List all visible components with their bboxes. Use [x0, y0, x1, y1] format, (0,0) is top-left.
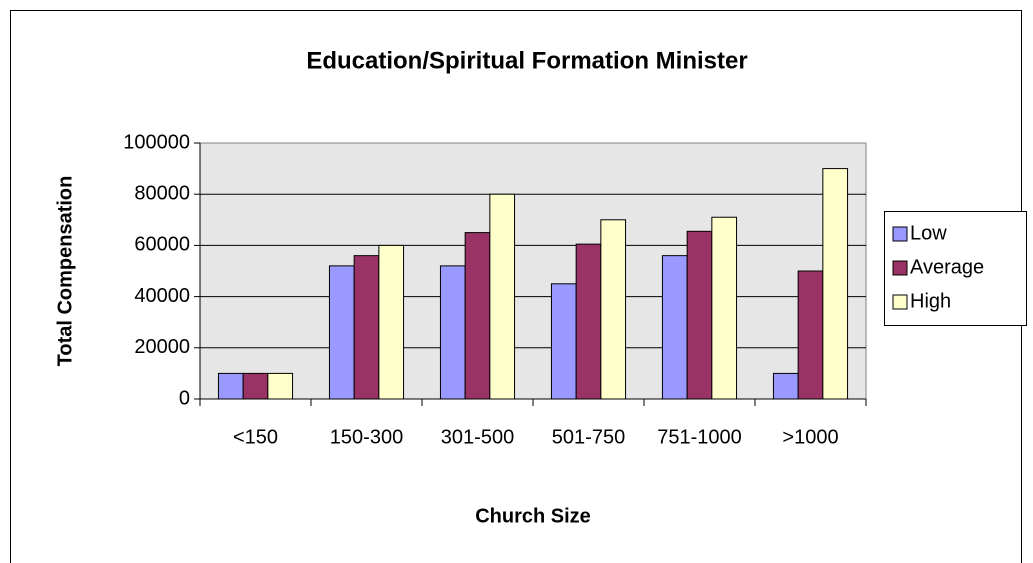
- bar: [686, 230, 713, 400]
- plot-area: [199, 142, 867, 400]
- bar: [378, 244, 405, 400]
- bar: [353, 255, 380, 400]
- bar: [267, 372, 294, 400]
- bar: [439, 265, 466, 400]
- x-tick-label: 150-300: [330, 426, 403, 448]
- legend-label: Low: [910, 222, 947, 244]
- chart-title: Education/Spiritual Formation Minister: [306, 47, 747, 74]
- bar: [217, 372, 244, 400]
- bar: [772, 372, 799, 400]
- legend-swatch: [892, 294, 908, 310]
- x-tick-label: >1000: [782, 426, 838, 448]
- x-tick-label: 301-500: [441, 426, 514, 448]
- legend-box: [884, 211, 1027, 326]
- bar: [242, 372, 269, 400]
- bar: [661, 255, 688, 400]
- y-tick-label: 40000: [134, 285, 190, 307]
- y-tick-label: 60000: [134, 234, 190, 256]
- x-tick-label: 501-750: [552, 426, 625, 448]
- bar: [328, 265, 355, 400]
- y-tick-label: 20000: [134, 336, 190, 358]
- x-axis-label: Church Size: [475, 505, 591, 527]
- bar: [489, 193, 516, 400]
- legend-label: High: [910, 290, 951, 312]
- x-tick-label: 751-1000: [657, 426, 742, 448]
- y-axis-label: Total Compensation: [54, 176, 76, 367]
- y-tick-label: 80000: [134, 182, 190, 204]
- legend-label: Average: [910, 256, 984, 278]
- y-tick-label: 100000: [123, 131, 190, 153]
- bar: [550, 283, 577, 400]
- x-tick-label: <150: [233, 426, 278, 448]
- legend-swatch: [892, 260, 908, 276]
- bar: [575, 243, 602, 400]
- bar: [464, 232, 491, 400]
- bar: [822, 168, 849, 400]
- bar: [797, 270, 824, 400]
- bar: [711, 216, 738, 400]
- y-tick-label: 0: [179, 387, 190, 409]
- bar: [600, 219, 627, 400]
- legend-swatch: [892, 226, 908, 242]
